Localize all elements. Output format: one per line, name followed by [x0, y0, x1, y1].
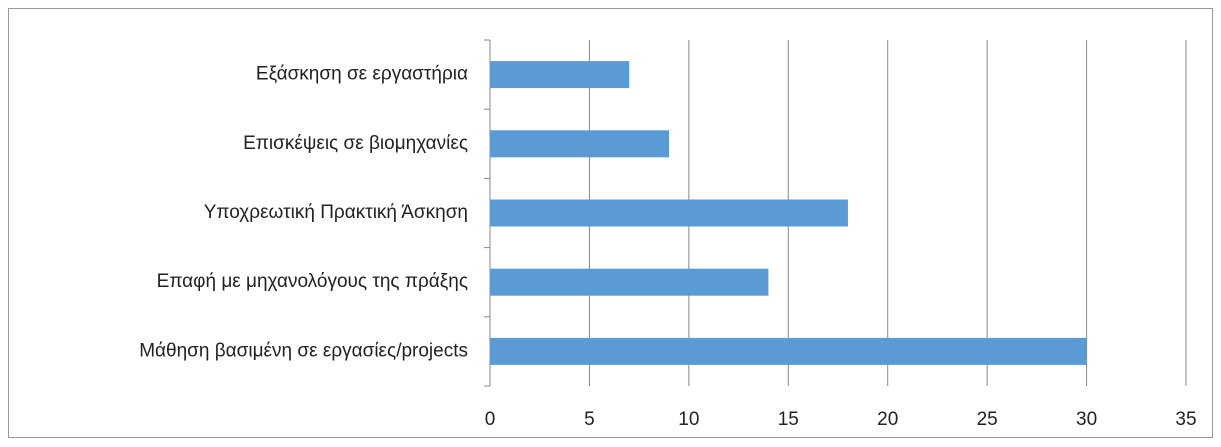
bar: [490, 199, 848, 227]
x-tick-label: 5: [584, 409, 595, 430]
y-tick-label: Μάθηση βασιμένη σε εργασίες/projects: [139, 340, 468, 361]
y-tick-label: Εξάσκηση σε εργαστήρια: [256, 64, 468, 85]
bar: [490, 337, 1087, 365]
y-tick-label: Επισκέψεις σε βιομηχανίες: [243, 133, 468, 154]
bar: [490, 61, 630, 89]
x-tick-label: 25: [977, 409, 998, 430]
x-tick-label: 20: [877, 409, 898, 430]
x-tick-label: 15: [778, 409, 799, 430]
x-tick-label: 35: [1175, 409, 1196, 430]
x-tick-label: 10: [678, 409, 699, 430]
x-tick-label: 0: [485, 409, 496, 430]
bar: [490, 130, 669, 158]
x-tick-label: 30: [1076, 409, 1097, 430]
y-tick-label: Υποχρεωτική Πρακτική Άσκηση: [204, 202, 468, 223]
y-tick-label: Επαφή με μηχανολόγους της πράξης: [157, 271, 468, 292]
bar: [490, 268, 769, 296]
